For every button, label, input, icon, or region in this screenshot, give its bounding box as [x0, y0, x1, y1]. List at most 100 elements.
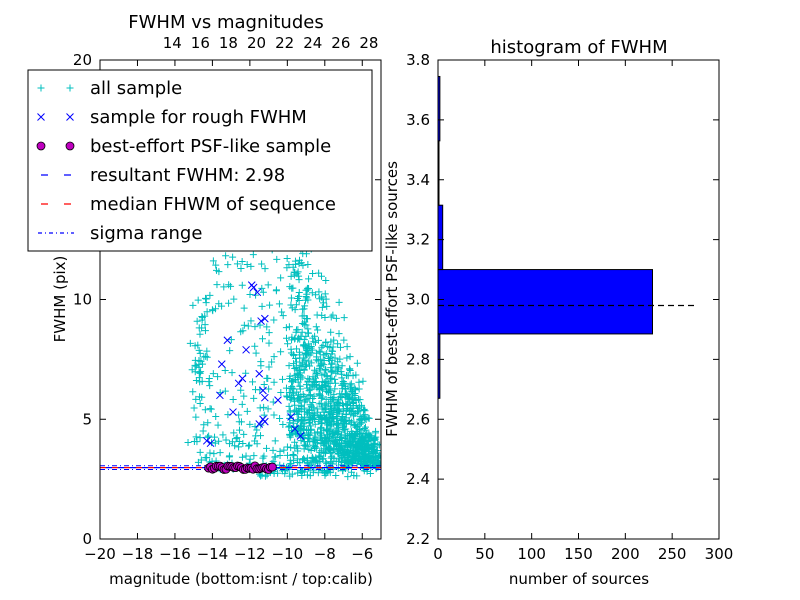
all-sample-point: [206, 382, 214, 390]
all-sample-point: [346, 367, 354, 375]
all-sample-point: [355, 403, 363, 411]
all-sample-point: [338, 362, 346, 370]
all-sample-point: [249, 378, 257, 386]
all-sample-point: [195, 324, 203, 332]
all-sample-point: [315, 288, 323, 296]
all-sample-point: [196, 349, 204, 357]
rough-sample-point: [202, 436, 211, 445]
all-sample-point: [287, 294, 295, 302]
all-sample-point: [219, 431, 227, 439]
all-sample-point: [212, 261, 220, 269]
all-sample-point: [256, 321, 264, 329]
all-sample-point: [283, 392, 291, 400]
all-sample-point: [366, 434, 374, 442]
all-sample-point: [372, 427, 380, 435]
all-sample-point: [295, 260, 303, 268]
all-sample-point: [334, 430, 342, 438]
all-sample-point: [346, 353, 354, 361]
all-sample-point: [296, 385, 304, 393]
all-sample-point: [192, 413, 200, 421]
all-sample-point: [294, 294, 302, 302]
all-sample-point: [315, 269, 323, 277]
all-sample-point: [294, 417, 302, 425]
x-tick-label: −14: [197, 545, 229, 563]
all-sample-point: [326, 435, 334, 443]
all-sample-point: [220, 283, 228, 291]
all-sample-point: [242, 452, 250, 460]
all-sample-point: [340, 423, 348, 431]
all-sample-point: [227, 282, 235, 290]
all-sample-point: [296, 369, 304, 377]
all-sample-point: [312, 368, 320, 376]
all-sample-point: [298, 468, 306, 476]
all-sample-point: [326, 469, 334, 477]
all-sample-point: [359, 433, 367, 441]
x-tick-label: 300: [705, 545, 734, 563]
all-sample-point: [309, 468, 317, 476]
rough-sample-point: [260, 314, 269, 323]
all-sample-point: [191, 361, 199, 369]
all-sample-point: [245, 441, 253, 449]
all-sample-point: [277, 274, 285, 282]
all-sample-point: [283, 334, 291, 342]
all-sample-point: [203, 454, 211, 462]
all-sample-point: [327, 454, 335, 462]
all-sample-point: [206, 405, 214, 413]
all-sample-point: [335, 419, 343, 427]
all-sample-point: [251, 342, 259, 350]
all-sample-point: [329, 396, 337, 404]
all-sample-point: [317, 293, 325, 301]
all-sample-point: [328, 350, 336, 358]
legend-label: median FHWM of sequence: [90, 194, 336, 215]
all-sample-point: [359, 412, 367, 420]
all-sample-point: [316, 295, 324, 303]
all-sample-point: [209, 370, 217, 378]
all-sample-point: [193, 317, 201, 325]
all-sample-point: [300, 321, 308, 329]
all-sample-point: [192, 377, 200, 385]
all-sample-point: [237, 386, 245, 394]
y-tick-label: 0: [82, 530, 92, 548]
all-sample-point: [330, 336, 338, 344]
all-sample-point: [195, 346, 203, 354]
all-sample-point: [270, 316, 278, 324]
all-sample-point: [346, 381, 354, 389]
all-sample-point: [205, 378, 213, 386]
y-tick-label: 10: [73, 291, 92, 309]
all-sample-point: [283, 264, 291, 272]
y-tick-label: 2.6: [406, 410, 430, 428]
all-sample-point: [346, 365, 354, 373]
all-sample-point: [309, 270, 317, 278]
all-sample-point: [227, 336, 235, 344]
all-sample-point: [335, 395, 343, 403]
all-sample-point: [237, 264, 245, 272]
all-sample-point: [292, 358, 300, 366]
all-sample-point: [305, 387, 313, 395]
top-x-tick-label: 16: [191, 34, 210, 52]
all-sample-point: [202, 352, 210, 360]
all-sample-point: [249, 251, 257, 259]
all-sample-point: [289, 351, 297, 359]
all-sample-point: [313, 369, 321, 377]
all-sample-point: [271, 437, 279, 445]
all-sample-point: [202, 295, 210, 303]
rough-sample-point: [247, 281, 256, 289]
all-sample-point: [318, 359, 326, 367]
all-sample-point: [343, 441, 351, 449]
all-sample-point: [233, 260, 241, 268]
best-effort-sample-points: [204, 461, 277, 474]
all-sample-point: [376, 451, 381, 459]
all-sample-point: [195, 368, 203, 376]
all-sample-point: [307, 344, 315, 352]
y-tick-label: 3.0: [406, 291, 430, 309]
all-sample-point: [301, 302, 309, 310]
all-sample-point: [213, 281, 221, 289]
all-sample-point: [297, 402, 305, 410]
all-sample-point: [362, 415, 370, 423]
all-sample-point: [321, 365, 329, 373]
all-sample-point: [314, 408, 322, 416]
rough-sample-point: [255, 420, 264, 428]
all-sample-point: [298, 312, 306, 320]
all-sample-point: [321, 471, 329, 479]
